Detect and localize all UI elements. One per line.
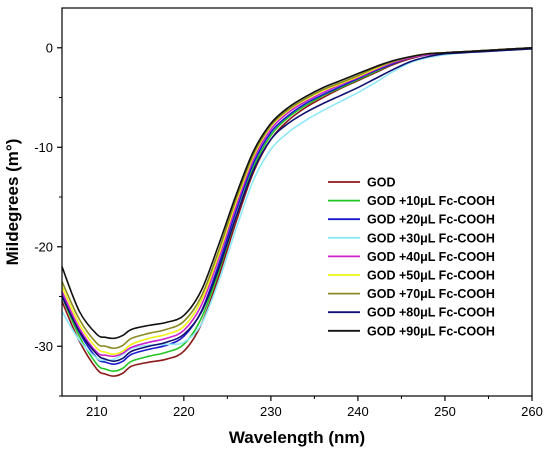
legend-label: GOD +80μL Fc-COOH [367, 306, 495, 320]
legend-label: GOD +30μL Fc-COOH [367, 231, 495, 245]
x-axis-title: Wavelength (nm) [229, 428, 365, 447]
y-tick-label: 0 [46, 40, 53, 55]
series-line-7 [61, 47, 533, 362]
legend: GOD GOD +10μL Fc-COOH GOD +20μL Fc-COOH GOD… [328, 176, 495, 338]
y-tick-label: -30 [34, 339, 53, 354]
legend-label: GOD +20μL Fc-COOH [367, 213, 495, 227]
legend-label: GOD +10μL Fc-COOH [367, 194, 495, 208]
y-axis: 0 -10 -20 -30 [34, 40, 62, 397]
series-line-1 [61, 46, 533, 372]
y-tick-label: -10 [34, 140, 53, 155]
legend-label: GOD +40μL Fc-COOH [367, 250, 495, 264]
x-tick-label: 250 [434, 404, 456, 419]
x-tick-label: 240 [347, 404, 369, 419]
x-tick-label: 210 [86, 404, 108, 419]
x-tick-label: 220 [173, 404, 195, 419]
plot-frame [61, 7, 533, 397]
x-axis: 210 220 230 240 250 260 [86, 396, 543, 419]
legend-label: GOD [367, 176, 395, 190]
x-tick-label: 260 [521, 404, 543, 419]
series-line-3 [61, 47, 533, 362]
series-line-8 [61, 46, 533, 340]
legend-label: GOD +90μL Fc-COOH [367, 324, 495, 338]
plot-marks [61, 46, 533, 377]
legend-label: GOD +70μL Fc-COOH [367, 287, 495, 301]
y-axis-title: Mildegrees (m°) [3, 139, 22, 266]
y-tick-label: -20 [34, 239, 53, 254]
legend-label: GOD +50μL Fc-COOH [367, 269, 495, 283]
x-tick-label: 230 [260, 404, 282, 419]
